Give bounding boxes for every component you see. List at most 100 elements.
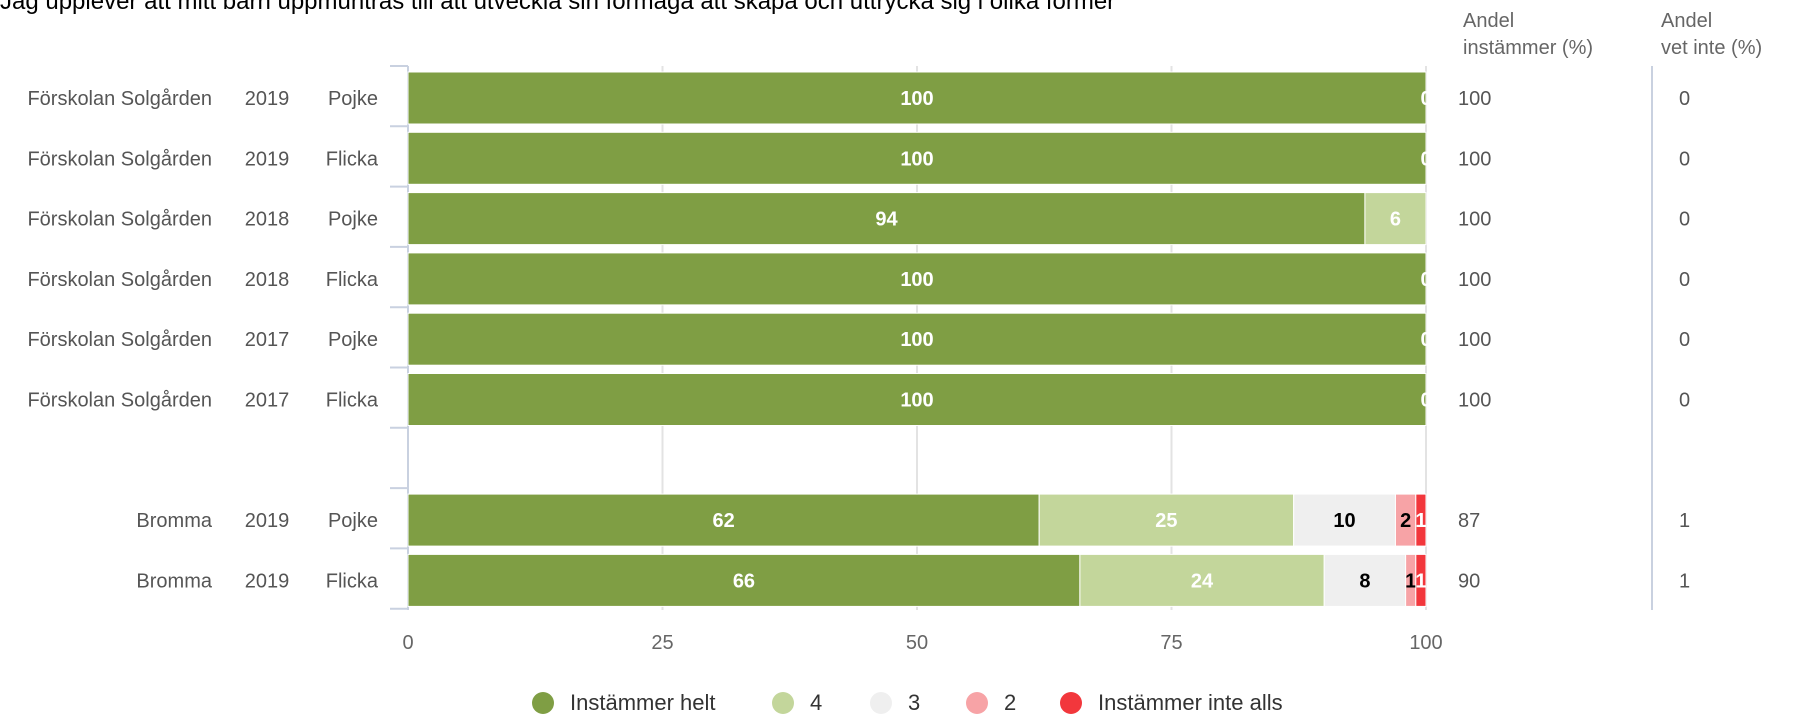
data-label: 100 (900, 148, 933, 170)
data-label: 100 (900, 269, 933, 291)
x-tick-label: 25 (651, 632, 673, 654)
data-label: 0 (1420, 88, 1431, 110)
bar-segment (407, 312, 1427, 366)
data-label: 1 (1415, 570, 1426, 592)
andel-instammer-value: 87 (1458, 510, 1480, 532)
bar-segment (407, 373, 1427, 426)
bar-segment (407, 71, 1427, 125)
category-label-unit: Bromma (136, 570, 212, 592)
andel-instammer-value: 100 (1458, 329, 1491, 351)
legend-item[interactable]: Instämmer helt (532, 688, 716, 718)
data-label: 62 (712, 510, 734, 532)
data-label: 100 (900, 88, 933, 110)
andel-vet-inte-value: 0 (1679, 390, 1690, 412)
x-tick-label: 75 (1160, 632, 1182, 654)
legend-marker-icon (1060, 692, 1082, 714)
data-label: 2 (1400, 510, 1411, 532)
category-label-year: 2019 (245, 570, 290, 592)
andel-instammer-value: 100 (1458, 390, 1491, 412)
data-label: 0 (1420, 269, 1431, 291)
category-label-unit: Förskolan Solgården (27, 390, 212, 412)
legend-item[interactable]: 3 (870, 688, 920, 718)
data-label: 6 (1390, 209, 1401, 231)
column-header-agree: Andel instämmer (%) (1463, 8, 1593, 62)
category-label-unit: Förskolan Solgården (27, 209, 212, 231)
andel-instammer-value: 100 (1458, 148, 1491, 170)
legend-label: Instämmer inte alls (1098, 690, 1283, 715)
bar-segment (1079, 553, 1325, 607)
data-label: 0 (1420, 329, 1431, 351)
andel-vet-inte-value: 0 (1679, 269, 1690, 291)
legend-item[interactable]: 2 (966, 688, 1016, 718)
column-header-dont-know-line2: vet inte (%) (1661, 37, 1763, 59)
column-header-dont-know: Andel vet inte (%) (1661, 8, 1762, 62)
x-tick-label: 50 (906, 632, 928, 654)
bar-segment (407, 131, 1427, 185)
andel-vet-inte-value: 1 (1679, 510, 1690, 532)
category-label-year: 2019 (245, 510, 290, 532)
legend-item[interactable]: 4 (772, 688, 822, 718)
andel-vet-inte-value: 0 (1679, 88, 1690, 110)
category-label-unit: Förskolan Solgården (27, 329, 212, 351)
andel-instammer-value: 100 (1458, 88, 1491, 110)
category-label-gender: Pojke (328, 329, 378, 351)
andel-vet-inte-value: 1 (1679, 570, 1690, 592)
andel-instammer-value: 90 (1458, 570, 1480, 592)
andel-vet-inte-value: 0 (1679, 329, 1690, 351)
category-label-year: 2017 (245, 329, 290, 351)
category-label-year: 2017 (245, 390, 290, 412)
data-label: 100 (900, 390, 933, 412)
bar-segment (1293, 493, 1396, 547)
andel-instammer-value: 100 (1458, 269, 1491, 291)
data-label: 24 (1191, 570, 1214, 592)
bar-segment (407, 252, 1427, 306)
data-label: 1 (1415, 510, 1426, 532)
category-label-gender: Pojke (328, 88, 378, 110)
category-label-year: 2018 (245, 269, 290, 291)
data-label: 66 (733, 570, 755, 592)
bar-segment (1323, 553, 1407, 607)
data-label: 8 (1359, 570, 1370, 592)
column-header-dont-know-line1: Andel (1661, 10, 1713, 32)
bar-segment (1364, 192, 1427, 246)
category-label-year: 2018 (245, 209, 290, 231)
data-label: 94 (875, 209, 898, 231)
category-label-unit: Förskolan Solgården (27, 148, 212, 170)
category-label-unit: Bromma (136, 510, 212, 532)
legend-marker-icon (532, 692, 554, 714)
data-label: 1 (1405, 570, 1416, 592)
bar-segment (407, 553, 1081, 607)
data-label: 25 (1155, 510, 1177, 532)
data-label: 100 (900, 329, 933, 351)
bar-segment (1415, 553, 1427, 607)
data-label: 0 (1420, 148, 1431, 170)
category-label-gender: Flicka (326, 390, 379, 412)
data-label: 0 (1420, 390, 1431, 412)
legend-label: 4 (810, 690, 823, 715)
category-label-gender: Pojke (328, 510, 378, 532)
category-label-gender: Flicka (326, 148, 379, 170)
chart-title: Jag upplever att mitt barn uppmuntras ti… (0, 0, 1116, 15)
data-label: 10 (1333, 510, 1355, 532)
legend-label: 2 (1004, 690, 1017, 715)
bar-segment (407, 192, 1366, 246)
andel-instammer-value: 100 (1458, 209, 1491, 231)
category-label-unit: Förskolan Solgården (27, 269, 212, 291)
x-tick-label: 100 (1409, 632, 1442, 654)
category-label-gender: Flicka (326, 269, 379, 291)
category-label-unit: Förskolan Solgården (27, 88, 212, 110)
chart-legend: Instämmer helt 4 3 2 Instämmer inte alls (0, 688, 1798, 718)
bar-segment (1038, 493, 1295, 547)
legend-marker-icon (870, 692, 892, 714)
category-label-year: 2019 (245, 88, 290, 110)
legend-marker-icon (966, 692, 988, 714)
andel-vet-inte-value: 0 (1679, 209, 1690, 231)
bar-segment (407, 493, 1040, 547)
category-label-gender: Pojke (328, 209, 378, 231)
legend-item[interactable]: Instämmer inte alls (1060, 688, 1283, 718)
category-label-year: 2019 (245, 148, 290, 170)
legend-label: Instämmer helt (570, 690, 716, 715)
andel-vet-inte-value: 0 (1679, 148, 1690, 170)
legend-marker-icon (772, 692, 794, 714)
